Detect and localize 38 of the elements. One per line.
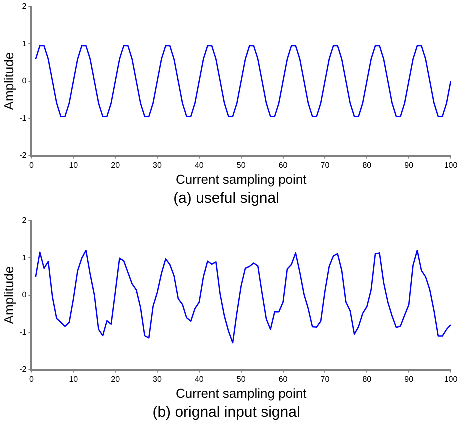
x-tick-label: 100 — [444, 374, 458, 384]
x-tick-label: 90 — [404, 160, 414, 170]
x-axis-title: Current sampling point — [176, 386, 308, 401]
x-tick-label: 20 — [111, 374, 121, 384]
y-tick-label: 2 — [22, 2, 28, 12]
x-tick-label: 40 — [194, 160, 204, 170]
y-tick-label: 0 — [22, 290, 28, 300]
y-tick-label: 1 — [22, 39, 28, 48]
x-tick-label: 60 — [278, 160, 288, 170]
y-axis-title: Amplitude — [1, 266, 16, 324]
x-tick-label: 50 — [236, 374, 246, 384]
x-tick-label: 20 — [111, 160, 121, 170]
x-tick-label: 80 — [362, 374, 372, 384]
y-tick-label: -2 — [20, 365, 28, 374]
x-axis-title: Current sampling point — [176, 172, 308, 187]
y-axis-title: Amplitude — [1, 52, 16, 110]
x-tick-label: 70 — [320, 374, 330, 384]
y-tick-label: -1 — [20, 328, 28, 337]
x-tick-label: 30 — [153, 374, 162, 384]
x-tick-label: 30 — [153, 160, 162, 170]
x-tick-label: 100 — [444, 160, 458, 170]
x-tick-label: 0 — [29, 160, 34, 170]
x-tick-label: 0 — [29, 374, 34, 384]
x-tick-label: 60 — [278, 374, 288, 384]
x-tick-label: 90 — [404, 374, 414, 384]
y-tick-label: -2 — [20, 151, 28, 160]
x-tick-label: 50 — [236, 160, 246, 170]
y-tick-label: -1 — [20, 114, 28, 123]
x-tick-label: 10 — [69, 160, 79, 170]
y-tick-label: 1 — [22, 253, 28, 262]
x-tick-label: 10 — [69, 374, 79, 384]
x-tick-label: 40 — [194, 374, 204, 384]
x-tick-label: 80 — [362, 160, 372, 170]
y-tick-label: 2 — [22, 216, 28, 226]
text: (b) orignal input signal — [152, 404, 300, 422]
y-tick-label: 0 — [22, 76, 28, 86]
text: (a) useful signal — [174, 190, 280, 208]
x-tick-label: 70 — [320, 160, 330, 170]
